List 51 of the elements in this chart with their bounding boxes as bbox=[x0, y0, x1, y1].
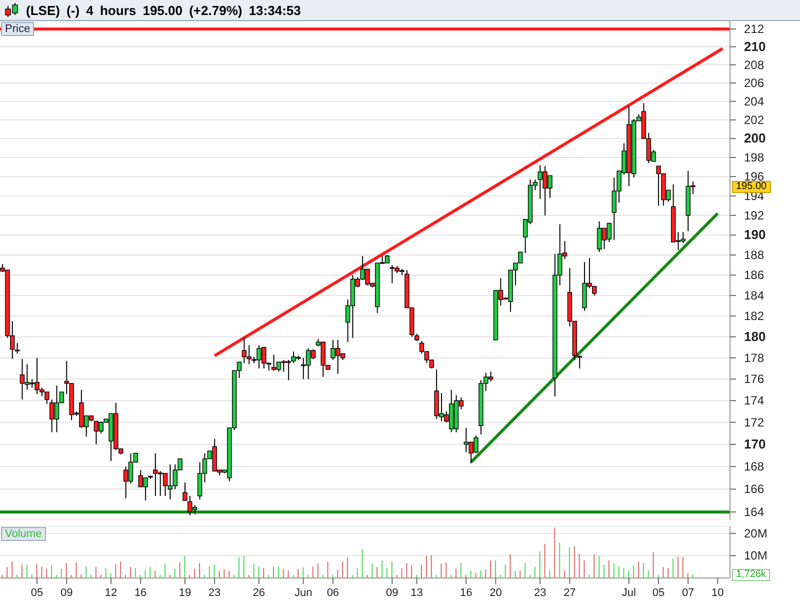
y-tick-label: 200 bbox=[744, 130, 766, 146]
chart-title: (LSE) (-) 4 hours 195.00 (+2.79%) 13:34:53 bbox=[26, 2, 301, 18]
y-axis-title: Volume bbox=[1, 527, 46, 541]
y-tick-label: 198 bbox=[744, 150, 764, 165]
x-tick-label: 09 bbox=[60, 587, 73, 599]
y-tick-label: 184 bbox=[744, 288, 764, 302]
x-tick-label: 13 bbox=[410, 587, 423, 599]
x-tick-label: 23 bbox=[208, 587, 221, 599]
x-tick-label: 09 bbox=[386, 587, 398, 599]
x-tick-label: 26 bbox=[252, 587, 266, 599]
y-tick-label: 20M bbox=[744, 526, 768, 540]
candlestick bbox=[577, 355, 582, 369]
x-tick-label: Jul bbox=[622, 587, 636, 599]
y-tick-label: 174 bbox=[744, 394, 764, 408]
x-tick-label: 05 bbox=[652, 587, 665, 599]
y-axis-title: Price bbox=[1, 22, 34, 36]
y-tick-label: 178 bbox=[744, 350, 764, 365]
y-tick-label: 188 bbox=[744, 248, 764, 262]
text: 195.00 bbox=[732, 181, 771, 194]
x-tick-label: 27 bbox=[564, 587, 576, 599]
y-tick-label: 204 bbox=[744, 94, 764, 108]
y-tick-label: 182 bbox=[744, 309, 764, 324]
x-tick-label: 05 bbox=[30, 587, 44, 599]
x-tick-label: Jun bbox=[294, 587, 312, 599]
y-tick-label: 212 bbox=[744, 22, 764, 36]
y-tick-label: 166 bbox=[744, 482, 764, 496]
y-tick-label: 170 bbox=[744, 436, 766, 452]
candlestick bbox=[182, 482, 188, 502]
y-tick-label: 208 bbox=[744, 58, 764, 72]
x-tick-label: 16 bbox=[460, 587, 472, 599]
y-tick-label: 172 bbox=[744, 415, 764, 430]
y-tick-label: 202 bbox=[744, 112, 764, 127]
y-tick-label: 10M bbox=[744, 548, 768, 563]
y-tick-label: 180 bbox=[744, 328, 766, 344]
y-tick-label: 164 bbox=[744, 504, 764, 519]
x-tick-label: 19 bbox=[178, 587, 192, 599]
y-tick-label: 168 bbox=[744, 460, 764, 474]
text: 1,726k bbox=[732, 569, 770, 582]
x-tick-label: 12 bbox=[104, 587, 118, 599]
x-tick-label: 16 bbox=[134, 587, 147, 599]
x-tick-label: 06 bbox=[326, 587, 340, 599]
y-tick-label: 186 bbox=[744, 268, 764, 282]
y-tick-label: 206 bbox=[744, 76, 764, 90]
y-tick-label: 176 bbox=[744, 372, 764, 386]
y-tick-label: 210 bbox=[744, 38, 766, 54]
x-tick-label: 23 bbox=[534, 587, 546, 599]
y-tick-label: 192 bbox=[744, 208, 764, 222]
x-tick-label: 10 bbox=[712, 587, 724, 599]
y-tick-label: 190 bbox=[744, 227, 766, 242]
x-tick-label: 20 bbox=[490, 587, 502, 599]
x-tick-label: 07 bbox=[682, 587, 694, 599]
